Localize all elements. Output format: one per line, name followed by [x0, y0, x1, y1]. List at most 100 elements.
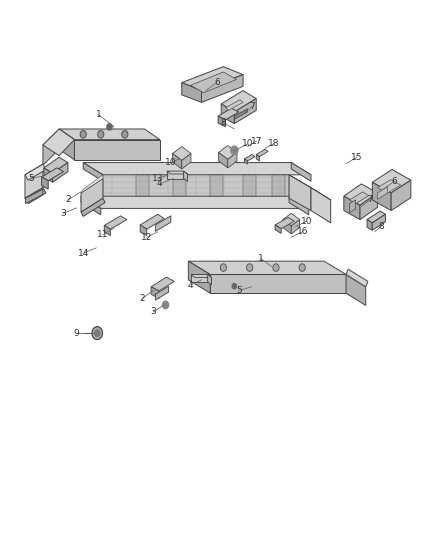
Polygon shape — [391, 180, 411, 211]
Polygon shape — [81, 196, 101, 215]
Polygon shape — [25, 188, 46, 204]
Polygon shape — [210, 175, 223, 196]
Polygon shape — [25, 189, 43, 204]
Polygon shape — [42, 168, 64, 181]
Polygon shape — [81, 175, 103, 193]
Polygon shape — [228, 152, 237, 168]
Circle shape — [95, 330, 100, 336]
Polygon shape — [104, 225, 110, 236]
Polygon shape — [289, 175, 331, 200]
Polygon shape — [275, 217, 294, 229]
Text: 6: 6 — [391, 177, 397, 185]
Text: 5: 5 — [236, 286, 242, 295]
Polygon shape — [291, 163, 311, 181]
Polygon shape — [191, 274, 208, 282]
Polygon shape — [25, 164, 43, 198]
Text: 8: 8 — [378, 222, 384, 231]
Polygon shape — [221, 91, 256, 112]
Text: 10: 10 — [165, 158, 177, 167]
Text: 8: 8 — [220, 118, 226, 127]
Text: 4: 4 — [188, 281, 193, 289]
Polygon shape — [173, 154, 182, 169]
Text: 2: 2 — [65, 196, 71, 204]
Circle shape — [232, 284, 237, 289]
Text: 11: 11 — [97, 230, 109, 239]
Polygon shape — [53, 163, 68, 182]
Polygon shape — [104, 216, 127, 229]
Polygon shape — [219, 146, 237, 159]
Polygon shape — [372, 182, 391, 211]
Circle shape — [299, 264, 305, 271]
Polygon shape — [191, 274, 212, 277]
Polygon shape — [350, 200, 356, 213]
Polygon shape — [291, 220, 300, 234]
Polygon shape — [44, 157, 68, 173]
Polygon shape — [191, 72, 237, 93]
Polygon shape — [311, 188, 331, 223]
Polygon shape — [378, 187, 388, 199]
Text: 5: 5 — [28, 174, 34, 183]
Circle shape — [122, 131, 128, 138]
Polygon shape — [289, 175, 311, 211]
Polygon shape — [81, 198, 105, 216]
Polygon shape — [155, 286, 169, 300]
Polygon shape — [344, 184, 378, 205]
Polygon shape — [167, 171, 184, 179]
Text: 4: 4 — [157, 180, 162, 188]
Circle shape — [98, 131, 104, 138]
Polygon shape — [167, 171, 187, 174]
Text: 3: 3 — [150, 308, 156, 316]
Polygon shape — [350, 192, 369, 204]
Polygon shape — [208, 274, 212, 285]
Polygon shape — [83, 163, 311, 175]
Circle shape — [80, 131, 86, 138]
Polygon shape — [188, 261, 210, 293]
Text: 13: 13 — [152, 174, 163, 183]
Polygon shape — [81, 196, 309, 208]
Polygon shape — [151, 287, 159, 298]
Polygon shape — [136, 175, 149, 196]
Polygon shape — [272, 175, 285, 196]
Text: 16: 16 — [297, 228, 308, 236]
Polygon shape — [83, 163, 103, 181]
Text: 2: 2 — [140, 294, 145, 303]
Polygon shape — [151, 277, 174, 291]
Polygon shape — [367, 220, 372, 230]
Circle shape — [162, 301, 169, 309]
Polygon shape — [184, 171, 187, 181]
Polygon shape — [234, 109, 247, 119]
Polygon shape — [221, 104, 234, 124]
Polygon shape — [360, 193, 378, 220]
Polygon shape — [367, 211, 385, 223]
Polygon shape — [182, 67, 243, 91]
Polygon shape — [378, 180, 401, 193]
Text: 15: 15 — [351, 153, 363, 161]
Polygon shape — [140, 225, 147, 236]
Polygon shape — [59, 129, 74, 160]
Polygon shape — [344, 196, 360, 220]
Text: 7: 7 — [249, 102, 255, 111]
Polygon shape — [59, 129, 160, 140]
Text: 7: 7 — [367, 196, 373, 204]
Polygon shape — [283, 220, 291, 234]
Polygon shape — [201, 75, 243, 102]
Polygon shape — [74, 140, 160, 160]
Polygon shape — [103, 175, 289, 196]
Polygon shape — [140, 214, 164, 229]
Polygon shape — [25, 164, 46, 180]
Polygon shape — [275, 225, 281, 233]
Polygon shape — [243, 175, 256, 196]
Polygon shape — [155, 216, 171, 231]
Polygon shape — [218, 108, 239, 120]
Polygon shape — [182, 154, 191, 169]
Polygon shape — [346, 269, 368, 287]
Polygon shape — [256, 155, 259, 161]
Text: 14: 14 — [78, 249, 89, 257]
Polygon shape — [256, 149, 268, 157]
Polygon shape — [210, 274, 346, 293]
Circle shape — [220, 264, 226, 271]
Text: 12: 12 — [141, 233, 152, 241]
Text: 10: 10 — [242, 140, 253, 148]
Polygon shape — [182, 83, 201, 102]
Polygon shape — [218, 116, 226, 127]
